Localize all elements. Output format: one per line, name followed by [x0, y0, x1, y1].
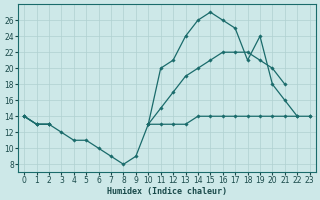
X-axis label: Humidex (Indice chaleur): Humidex (Indice chaleur) — [107, 187, 227, 196]
